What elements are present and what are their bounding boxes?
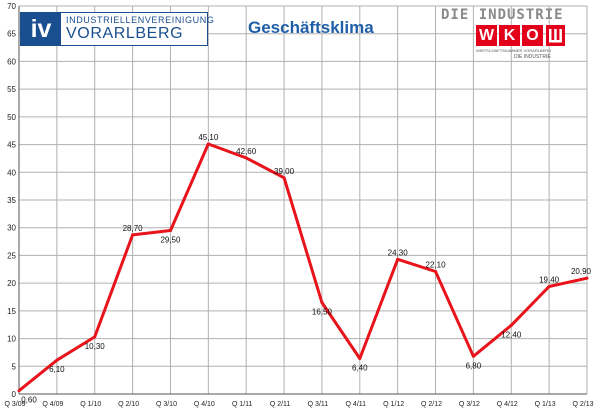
x-tick-label: Q 4/10 — [194, 401, 215, 408]
y-tick-label: 30 — [7, 224, 16, 233]
data-point — [509, 323, 513, 327]
data-label: 20,90 — [571, 267, 592, 276]
iv-logo: iv INDUSTRIELLENVEREINIGUNG VORARLBERG — [20, 12, 214, 46]
x-tick-label: Q 2/12 — [421, 401, 442, 408]
y-tick-label: 20 — [7, 279, 16, 288]
wko-letter-o: O — [522, 25, 543, 46]
x-tick-label: Q 3/10 — [156, 401, 177, 408]
data-point — [282, 176, 286, 180]
data-label: 10,30 — [85, 342, 106, 351]
wko-industry-label: DIE INDUSTRIE — [441, 7, 564, 23]
x-tick-label: Q 1/10 — [80, 401, 101, 408]
y-tick-label: 55 — [7, 85, 16, 94]
x-tick-label: Q 4/11 — [346, 401, 367, 408]
y-tick-label: 10 — [7, 335, 16, 344]
data-label: 6,10 — [49, 365, 65, 374]
y-tick-label: 45 — [7, 141, 16, 150]
y-tick-label: 15 — [7, 307, 16, 316]
y-tick-label: 70 — [7, 2, 16, 11]
data-label: 24,30 — [388, 248, 409, 257]
data-label: 12,40 — [501, 330, 522, 339]
y-tick-label: 65 — [7, 30, 16, 39]
data-label: 6,80 — [466, 361, 482, 370]
y-tick-label: 40 — [7, 168, 16, 177]
x-tick-label: Q 1/12 — [383, 401, 404, 408]
data-point — [585, 276, 589, 280]
wko-letter-k: K — [499, 25, 520, 46]
wko-subline: DIE INDUSTRIE — [514, 54, 551, 60]
wko-tagline: WIRTSCHAFTSKAMMER VORARLBERG — [476, 48, 552, 53]
data-label: 22,10 — [426, 261, 447, 270]
data-point — [168, 228, 172, 232]
iv-logo-line1: INDUSTRIELLENVEREINIGUNG — [66, 15, 215, 25]
y-tick-label: 35 — [7, 196, 16, 205]
wko-letter-w: W — [476, 25, 497, 46]
x-tick-label: Q 3/12 — [459, 401, 480, 408]
x-tick-label: Q 2/10 — [118, 401, 139, 408]
y-tick-label: 25 — [7, 251, 16, 260]
y-tick-label: 0 — [12, 390, 17, 399]
data-point — [131, 233, 135, 237]
data-point — [244, 156, 248, 160]
data-point — [17, 389, 21, 393]
data-point — [396, 257, 400, 261]
wko-logo: W K O WIRTSCHAFTSKAMMER VORARLBERG DIE I… — [476, 25, 566, 61]
iv-logo-mark: iv — [21, 13, 61, 45]
x-tick-label: Q 1/11 — [232, 401, 253, 408]
x-tick-label: Q 2/13 — [572, 401, 593, 408]
data-label: 16,50 — [312, 308, 333, 317]
data-label: 28,70 — [123, 224, 144, 233]
data-point — [93, 335, 97, 339]
data-point — [547, 284, 551, 288]
iv-logo-line2: VORARLBERG — [66, 25, 184, 42]
x-tick-label: Q 3/11 — [308, 401, 329, 408]
x-tick-label: Q 3/09 — [4, 401, 25, 408]
data-point — [434, 270, 438, 274]
y-tick-label: 5 — [12, 362, 17, 371]
data-label: 29,50 — [160, 235, 181, 244]
y-tick-label: 50 — [7, 113, 16, 122]
x-tick-label: Q 4/09 — [42, 401, 63, 408]
data-point — [320, 301, 324, 305]
data-point — [206, 142, 210, 146]
y-tick-label: 60 — [7, 57, 16, 66]
data-label: 19,40 — [539, 275, 560, 284]
x-tick-label: Q 1/13 — [535, 401, 556, 408]
data-point — [55, 358, 59, 362]
data-label: 45,10 — [198, 133, 219, 142]
x-tick-label: Q 2/11 — [270, 401, 291, 408]
series-line — [18, 142, 588, 392]
chart-title: Geschäftsklima — [248, 18, 374, 37]
data-point — [358, 357, 362, 361]
data-label: 42,60 — [236, 147, 257, 156]
vorarlberg-coat-of-arms-icon — [546, 25, 565, 46]
data-point — [471, 354, 475, 358]
data-label: 6,40 — [352, 364, 368, 373]
data-label: 39,00 — [274, 167, 295, 176]
x-tick-label: Q 4/12 — [497, 401, 518, 408]
data-label: 0,60 — [21, 396, 37, 405]
